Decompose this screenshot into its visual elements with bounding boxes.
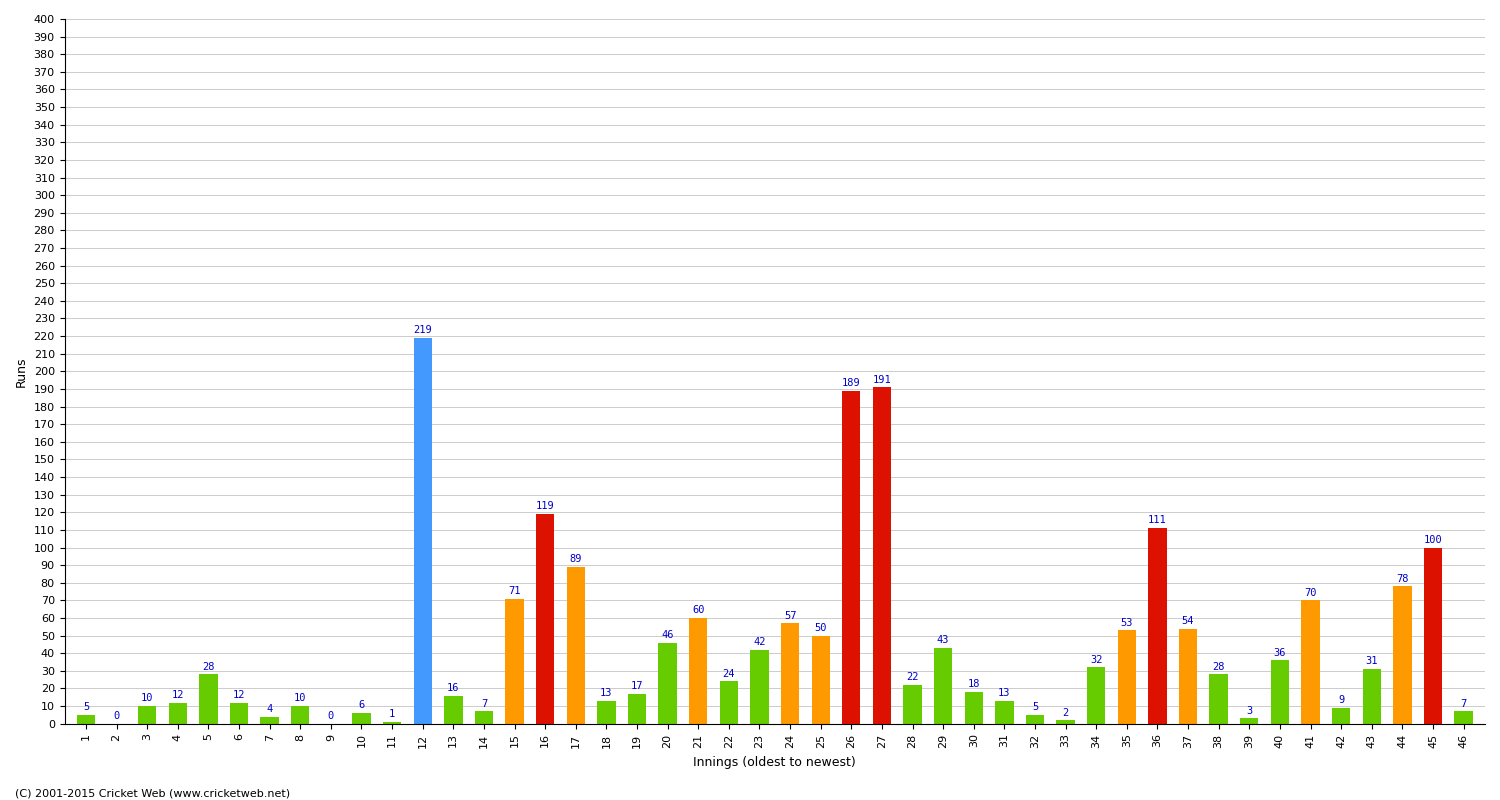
Bar <box>1088 667 1106 724</box>
Bar <box>934 648 952 724</box>
Text: 50: 50 <box>815 623 827 633</box>
Text: 28: 28 <box>1212 662 1225 672</box>
Bar <box>1424 547 1442 724</box>
Bar <box>291 706 309 724</box>
Bar <box>1455 711 1473 724</box>
Text: 78: 78 <box>1396 574 1408 584</box>
Bar <box>1270 660 1288 724</box>
Text: 5: 5 <box>82 702 88 712</box>
Bar <box>138 706 156 724</box>
Bar <box>567 567 585 724</box>
Y-axis label: Runs: Runs <box>15 356 28 386</box>
Bar <box>1240 718 1258 724</box>
Bar <box>873 387 891 724</box>
Bar <box>476 711 494 724</box>
Text: 6: 6 <box>358 701 364 710</box>
Text: 31: 31 <box>1365 657 1378 666</box>
Text: 219: 219 <box>414 326 432 335</box>
Text: 7: 7 <box>1461 698 1467 709</box>
Text: 1: 1 <box>388 710 394 719</box>
Bar <box>842 390 861 724</box>
Text: 42: 42 <box>753 637 765 647</box>
Text: 0: 0 <box>114 711 120 721</box>
Bar <box>1179 629 1197 724</box>
Bar <box>444 695 462 724</box>
Bar <box>964 692 982 724</box>
Text: 191: 191 <box>873 374 891 385</box>
Bar <box>597 701 615 724</box>
Bar <box>628 694 646 724</box>
Bar <box>352 713 370 724</box>
Bar <box>782 623 800 724</box>
Text: 89: 89 <box>570 554 582 564</box>
Text: 7: 7 <box>482 698 488 709</box>
Bar <box>812 636 830 724</box>
Bar <box>506 598 524 724</box>
Text: 60: 60 <box>692 606 705 615</box>
Bar <box>1394 586 1411 724</box>
Bar <box>1362 669 1382 724</box>
Text: 9: 9 <box>1338 695 1344 705</box>
Text: 12: 12 <box>171 690 184 700</box>
Text: 22: 22 <box>906 672 920 682</box>
X-axis label: Innings (oldest to newest): Innings (oldest to newest) <box>693 756 856 769</box>
Text: 57: 57 <box>784 610 796 621</box>
Text: 5: 5 <box>1032 702 1038 712</box>
Text: 119: 119 <box>536 502 555 511</box>
Bar <box>1209 674 1228 724</box>
Text: 36: 36 <box>1274 648 1286 658</box>
Text: (C) 2001-2015 Cricket Web (www.cricketweb.net): (C) 2001-2015 Cricket Web (www.cricketwe… <box>15 788 290 798</box>
Bar <box>76 715 94 724</box>
Bar <box>382 722 402 724</box>
Bar <box>720 682 738 724</box>
Text: 12: 12 <box>232 690 246 700</box>
Text: 24: 24 <box>723 669 735 678</box>
Bar <box>1026 715 1044 724</box>
Text: 0: 0 <box>327 711 334 721</box>
Bar <box>994 701 1014 724</box>
Text: 189: 189 <box>842 378 861 388</box>
Text: 10: 10 <box>294 694 306 703</box>
Text: 111: 111 <box>1148 515 1167 526</box>
Text: 43: 43 <box>938 635 950 646</box>
Bar <box>261 717 279 724</box>
Text: 18: 18 <box>968 679 980 690</box>
Text: 32: 32 <box>1090 654 1102 665</box>
Text: 46: 46 <box>662 630 674 640</box>
Text: 54: 54 <box>1182 616 1194 626</box>
Text: 70: 70 <box>1305 588 1317 598</box>
Text: 10: 10 <box>141 694 153 703</box>
Bar <box>1118 630 1136 724</box>
Text: 71: 71 <box>509 586 520 596</box>
Text: 13: 13 <box>600 688 612 698</box>
Text: 28: 28 <box>202 662 214 672</box>
Text: 100: 100 <box>1424 535 1443 545</box>
Bar <box>200 674 217 724</box>
Bar <box>1302 600 1320 724</box>
Bar <box>688 618 708 724</box>
Bar <box>536 514 555 724</box>
Text: 4: 4 <box>267 704 273 714</box>
Bar <box>750 650 768 724</box>
Bar <box>1332 708 1350 724</box>
Bar <box>168 702 188 724</box>
Bar <box>903 685 921 724</box>
Text: 17: 17 <box>632 681 644 691</box>
Bar <box>1056 720 1076 724</box>
Bar <box>414 338 432 724</box>
Bar <box>658 642 676 724</box>
Text: 16: 16 <box>447 683 459 693</box>
Text: 3: 3 <box>1246 706 1252 716</box>
Text: 2: 2 <box>1062 707 1068 718</box>
Text: 13: 13 <box>998 688 1011 698</box>
Bar <box>1149 528 1167 724</box>
Text: 53: 53 <box>1120 618 1132 628</box>
Bar <box>230 702 248 724</box>
